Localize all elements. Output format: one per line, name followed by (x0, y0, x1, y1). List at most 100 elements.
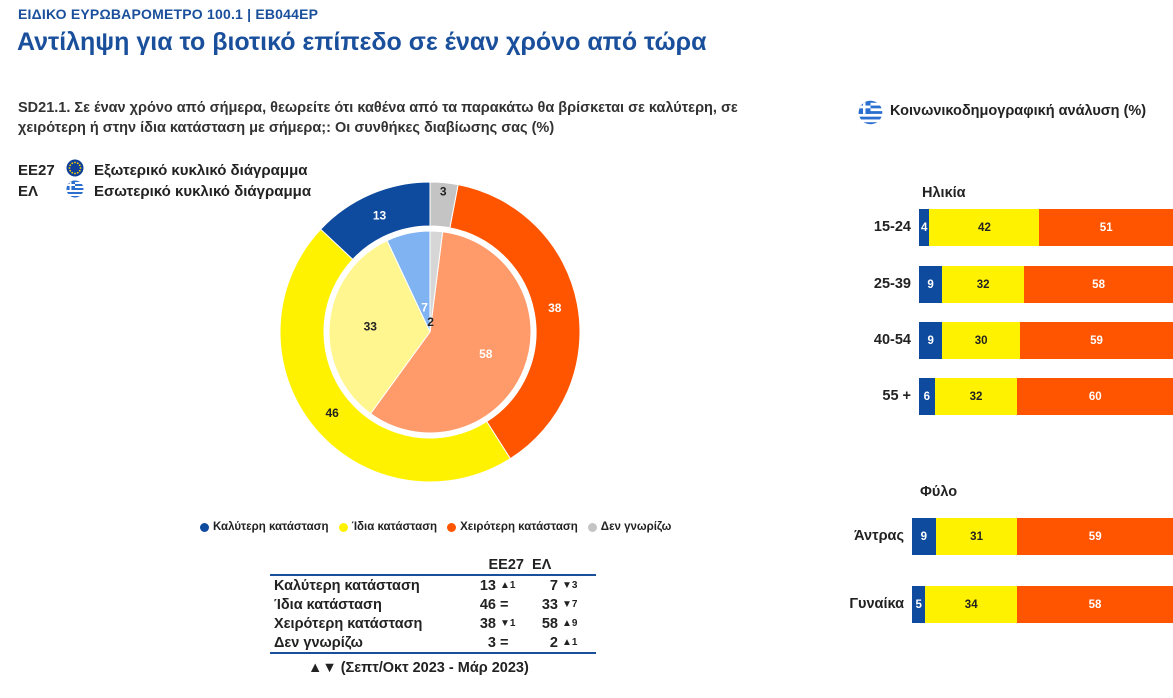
row-label: Δεν γνωρίζω (274, 634, 363, 651)
age-row-label: 25-39 (873, 276, 911, 292)
ring-legend: ΕΕ27 Εξωτερικό κυκλικό διάγραμμα ΕΛ (18, 159, 312, 202)
outer-slice-same (279, 228, 512, 483)
gender-bar: 9 31 59 (912, 518, 1173, 555)
gender-segment-worse: 58 (1016, 586, 1173, 623)
ring-legend-gr: ΕΛ Εσωτερικό κυκλικό διάγραμμα (18, 180, 312, 202)
age-row-label: 15-24 (873, 219, 911, 235)
eu-change: = (500, 634, 509, 651)
age-segment-better: 9 (919, 266, 943, 303)
gr-change: ▼7 (562, 599, 578, 610)
report-subtitle: ΕΙΔΙΚΟ ΕΥΡΩΒΑΡΟΜΕΤΡΟ 100.1 | EB044EP (18, 6, 319, 22)
gender-bar: 5 34 58 (912, 586, 1173, 623)
gender-segment-better: 5 (912, 586, 926, 623)
eu-change: ▲1 (500, 580, 516, 591)
legend-dot-worse (447, 522, 457, 532)
age-segment-same: 32 (942, 266, 1025, 303)
eu-change: ▼1 (500, 618, 516, 629)
gender-section-label: Φύλο (920, 484, 958, 500)
inner-slice-worse (369, 231, 532, 434)
gender-segment-better: 9 (912, 518, 936, 555)
gr-code: ΕΛ (18, 182, 39, 200)
age-bar: 9 30 59 (919, 322, 1173, 359)
eu-value: 13 (479, 577, 496, 594)
row-label: Ίδια κατάσταση (274, 596, 382, 613)
age-section-label: Ηλικία (922, 185, 966, 201)
inner-label-dk: 2 (427, 315, 434, 329)
legend-dot-better (200, 522, 209, 532)
socio-title: Κοινωνικοδημογραφική ανάλυση (%) (890, 103, 1147, 119)
greek-flag-icon (858, 100, 883, 130)
outer-label-same: 46 (325, 406, 339, 420)
gender-row-label: Άντρας (854, 528, 904, 544)
donut-chart: 13 46 38 3 7 33 58 2 (279, 181, 581, 483)
eu-value: 3 (487, 634, 496, 651)
inner-label-same: 33 (364, 319, 378, 333)
category-legend: Καλύτερη κατάσταση Ίδια κατάσταση Χειρότ… (200, 521, 671, 533)
gr-change: ▼3 (562, 580, 578, 591)
table-row: Ίδια κατάσταση 46 = 33 ▼7 (270, 595, 596, 614)
outer-label-dk: 3 (440, 185, 447, 199)
inner-slice-dk (429, 230, 444, 333)
question-text: SD21.1. Σε έναν χρόνο από σήμερα, θεωρεί… (18, 100, 738, 136)
outer-label-worse: 38 (548, 301, 562, 315)
outer-slice-dk (429, 181, 459, 229)
row-label: Χειρότερη κατάσταση (274, 615, 423, 632)
legend-dot-dk (587, 522, 597, 532)
comparison-table: ΕΕ27 ΕΛ Καλύτερη κατάσταση 13 ▲1 7 ▼3 Ίδια κα… (270, 556, 596, 652)
legend-item-dk: Δεν γνωρίζω (587, 521, 672, 533)
age-row-label: 40-54 (873, 332, 911, 348)
gender-segment-same: 31 (935, 518, 1018, 555)
legend-dot-same (338, 522, 348, 532)
row-label: Καλύτερη κατάσταση (274, 577, 420, 594)
age-row-label: 55 + (882, 388, 911, 404)
comparison-table-wrap: ΕΕ27 ΕΛ Καλύτερη κατάσταση 13 ▲1 7 ▼3 Ίδια κα… (270, 556, 596, 654)
age-segment-worse: 58 (1024, 266, 1173, 303)
gr-legend-label: Εσωτερικό κυκλικό διάγραμμα (94, 182, 312, 200)
age-segment-same: 30 (942, 322, 1021, 359)
inner-label-better: 7 (421, 301, 428, 315)
outer-slice-worse (449, 184, 581, 460)
table-header-row: ΕΕ27 ΕΛ (270, 556, 596, 575)
table-row: Χειρότερη κατάσταση 38 ▼1 58 ▲9 (270, 614, 596, 633)
eu-flag-icon (66, 159, 84, 181)
eu-change: = (500, 596, 509, 613)
gr-change: ▲9 (562, 618, 578, 629)
age-segment-worse: 59 (1020, 322, 1173, 359)
gr-value: 2 (549, 634, 558, 651)
ring-legend-eu: ΕΕ27 Εξωτερικό κυκλικό διάγραμμα (18, 159, 311, 181)
eu-value: 38 (479, 615, 496, 632)
eu-legend-label: Εξωτερικό κυκλικό διάγραμμα (94, 161, 308, 179)
table-row: Δεν γνωρίζω 3 = 2 ▲1 (270, 633, 596, 652)
age-segment-better: 4 (919, 209, 930, 246)
gender-segment-worse: 59 (1017, 518, 1173, 555)
table-bottom-rule (270, 652, 596, 654)
age-segment-worse: 60 (1017, 378, 1173, 415)
col-gr-header: ΕΛ (532, 557, 552, 573)
legend-item-same: Ίδια κατάσταση (338, 521, 438, 533)
col-eu-header: ΕΕ27 (488, 557, 524, 573)
age-segment-better: 9 (919, 322, 943, 359)
gender-segment-same: 34 (925, 586, 1017, 623)
age-segment-better: 6 (919, 378, 935, 415)
table-row: Καλύτερη κατάσταση 13 ▲1 7 ▼3 (270, 575, 596, 595)
age-segment-same: 32 (934, 378, 1018, 415)
age-bar: 6 32 60 (919, 378, 1173, 415)
age-segment-worse: 51 (1039, 209, 1173, 246)
legend-label-dk: Δεν γνωρίζω (600, 521, 672, 533)
eu-value: 46 (479, 596, 496, 613)
inner-slice-same (328, 239, 431, 415)
legend-item-worse: Χειρότερη κατάσταση (447, 521, 578, 533)
table-footnote: ▲▼ (Σεπτ/Οκτ 2023 - Μάρ 2023) (308, 660, 529, 676)
eu-code: ΕΕ27 (18, 161, 55, 179)
greek-flag-icon (66, 180, 84, 202)
legend-item-better: Καλύτερη κατάσταση (200, 521, 329, 533)
age-segment-same: 42 (929, 209, 1040, 246)
legend-label-better: Καλύτερη κατάσταση (213, 521, 329, 533)
legend-label-worse: Χειρότερη κατάσταση (460, 521, 578, 533)
age-bar: 9 32 58 (919, 266, 1173, 303)
outer-label-better: 13 (373, 208, 387, 222)
inner-label-worse: 58 (479, 347, 493, 361)
legend-label-same: Ίδια κατάσταση (351, 521, 438, 533)
gr-change: ▲1 (562, 637, 578, 648)
gr-value: 33 (541, 596, 558, 613)
